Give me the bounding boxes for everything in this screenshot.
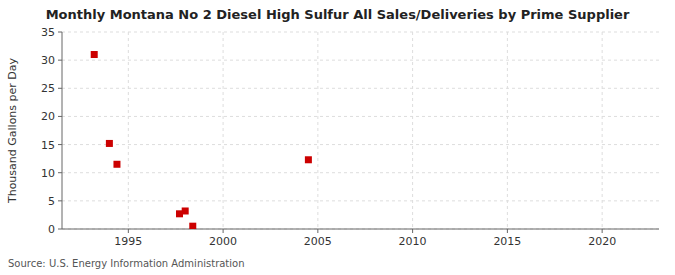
y-grid-line <box>62 200 659 201</box>
x-axis-line <box>62 229 659 230</box>
y-grid-line <box>62 229 659 230</box>
grid <box>62 32 659 229</box>
y-grid-line <box>62 60 659 61</box>
point <box>106 140 113 147</box>
source-note: Source: U.S. Energy Information Administ… <box>8 258 245 269</box>
x-grid-line <box>223 32 224 229</box>
x-tick-label: 1995 <box>114 235 142 248</box>
y-tick-label: 35 <box>41 26 55 39</box>
y-grid-line <box>62 172 659 173</box>
y-tick-label: 0 <box>48 223 55 236</box>
x-grid-line <box>128 32 129 229</box>
y-tick-label: 10 <box>41 167 55 180</box>
y-tick-label: 5 <box>48 195 55 208</box>
y-tick <box>58 116 62 117</box>
x-tick <box>507 229 508 233</box>
x-grid-line <box>412 32 413 229</box>
x-tick <box>412 229 413 233</box>
points <box>91 51 312 229</box>
y-axis-line <box>62 32 63 229</box>
chart: 1995 2000 2005 2010 2015 2020 0 5 10 15 20 25 30 35 Mo… <box>0 0 675 275</box>
y-grid-line <box>62 88 659 89</box>
x-tick <box>317 229 318 233</box>
point <box>113 161 120 168</box>
x-tick <box>602 229 603 233</box>
y-tick-label: 30 <box>41 54 55 67</box>
y-tick <box>58 229 62 230</box>
y-axis-label: Thousand Gallons per Day <box>6 57 19 204</box>
x-tick <box>223 229 224 233</box>
x-grid-line <box>602 32 603 229</box>
y-grid-line <box>62 144 659 145</box>
y-grid-line <box>62 32 659 33</box>
x-tick-label: 2000 <box>209 235 237 248</box>
x-grid-line <box>507 32 508 229</box>
y-tick <box>58 88 62 89</box>
point <box>182 207 189 214</box>
point <box>189 223 196 229</box>
x-grid-line <box>317 32 318 229</box>
y-tick <box>58 144 62 145</box>
point <box>305 156 312 163</box>
title: Monthly Montana No 2 Diesel High Sulfur … <box>46 7 630 22</box>
x-tick-label: 2020 <box>588 235 616 248</box>
chart-container: 1995 2000 2005 2010 2015 2020 0 5 10 15 20 25 30 35 Mo… <box>0 0 675 275</box>
y-tick <box>58 60 62 61</box>
y-tick <box>58 172 62 173</box>
point <box>91 51 98 58</box>
y-tick-label: 15 <box>41 139 55 152</box>
x-tick-label: 2015 <box>493 235 521 248</box>
x-tick-label: 2005 <box>304 235 332 248</box>
y-grid-line <box>62 116 659 117</box>
y-tick-label: 25 <box>41 82 55 95</box>
y-tick <box>58 32 62 33</box>
x-tick-label: 2010 <box>399 235 427 248</box>
y-tick <box>58 200 62 201</box>
x-tick <box>128 229 129 233</box>
y-tick-label: 20 <box>41 110 55 123</box>
